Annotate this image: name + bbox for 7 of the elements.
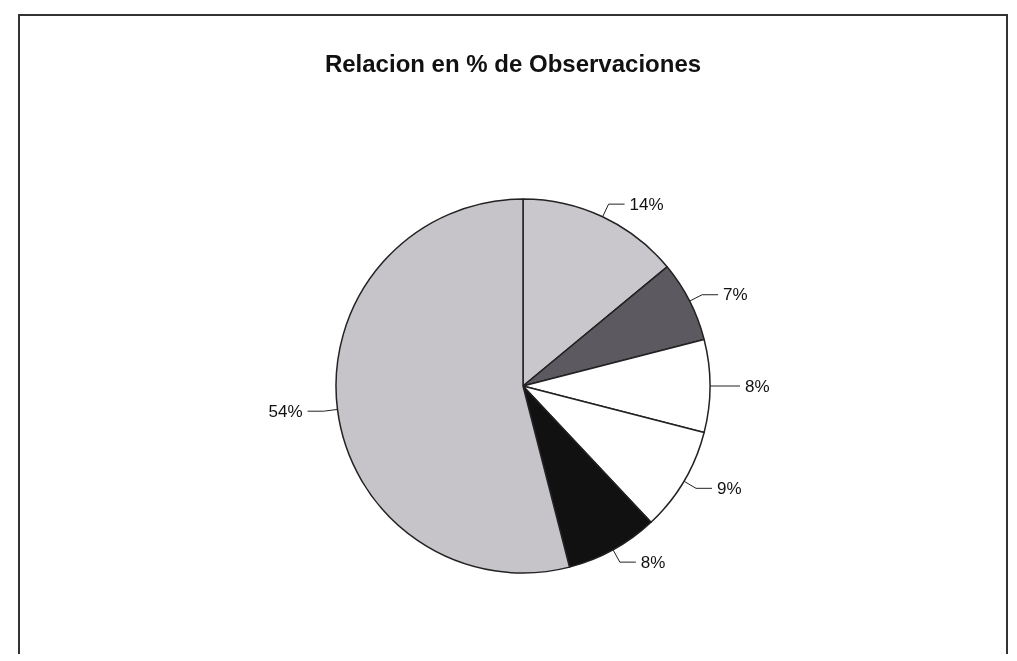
data-label: 8% (640, 552, 666, 572)
chart-title: Relacion en % de Observaciones (324, 49, 702, 77)
data-label: 8% (745, 376, 770, 396)
data-label: 7% (723, 285, 748, 305)
data-label: 9% (717, 478, 742, 498)
data-label: 54% (268, 401, 303, 421)
data-label: 14% (629, 194, 664, 214)
